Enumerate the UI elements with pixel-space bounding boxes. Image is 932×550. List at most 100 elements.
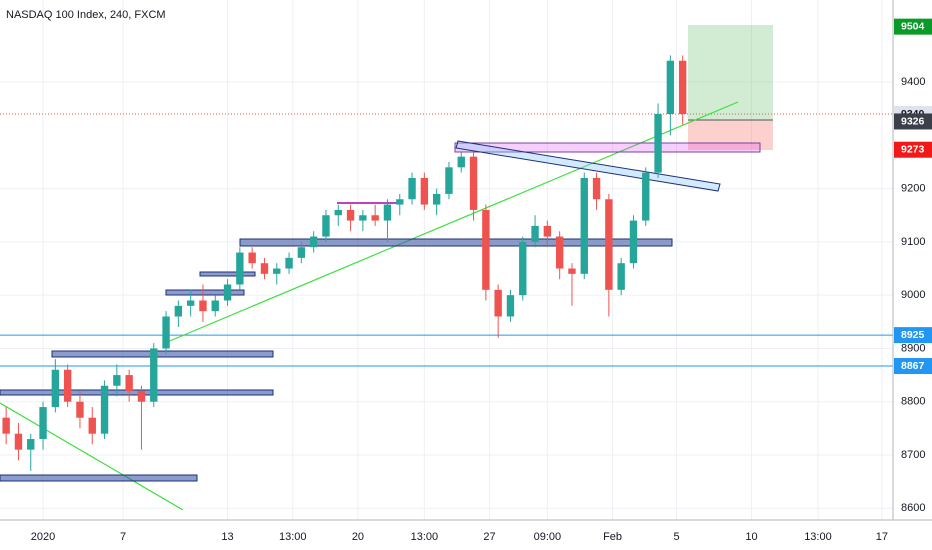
chart-title: NASDAQ 100 Index, 240, FXCM	[6, 9, 166, 21]
y-tick-label: 8800	[901, 396, 925, 408]
candle-body	[617, 263, 625, 290]
candle-body	[260, 263, 269, 274]
candle-body	[605, 199, 613, 290]
candle-body	[285, 257, 293, 269]
price-tag	[894, 327, 932, 344]
zone	[337, 202, 398, 204]
x-tick-label: 10	[745, 531, 757, 543]
candle-body	[88, 417, 96, 434]
x-tick-label: 17	[876, 531, 888, 543]
trend-line	[0, 402, 184, 511]
candle-body	[469, 156, 478, 210]
stop-zone	[688, 120, 773, 150]
x-tick-label: 13	[221, 531, 233, 543]
candle-body	[383, 204, 392, 221]
candle-body	[51, 369, 60, 408]
zone	[454, 142, 761, 153]
price-tag	[894, 141, 932, 158]
candle-body	[211, 300, 219, 312]
candle-body	[125, 375, 133, 392]
x-tick-label: 5	[673, 531, 679, 543]
candle-body	[629, 220, 638, 264]
candle-body	[150, 348, 158, 402]
candle-body	[592, 177, 601, 200]
candle-body	[14, 433, 23, 450]
candle-body	[39, 407, 47, 440]
x-tick-label: 27	[483, 531, 495, 543]
zone	[165, 289, 245, 296]
candles	[2, 55, 687, 471]
x-tick-label: 7	[120, 531, 126, 543]
y-tick-label: 8600	[901, 502, 925, 514]
candle-body	[555, 236, 564, 269]
candle-body	[236, 252, 244, 285]
candle-body	[494, 289, 502, 317]
candle-body	[113, 375, 121, 386]
y-tick-label: 8700	[901, 449, 925, 461]
channel	[455, 140, 721, 192]
candle-body	[359, 215, 367, 221]
candle-body	[100, 385, 109, 434]
x-tick-label: Feb	[603, 531, 622, 543]
price-tag-label: 9273	[901, 143, 925, 155]
candle-body	[186, 300, 195, 306]
candle-body	[174, 305, 183, 317]
candle-body	[666, 60, 675, 115]
x-tick-label: 2020	[31, 531, 55, 543]
y-tick-label: 9400	[901, 76, 925, 88]
x-tick-label: 13:00	[411, 531, 439, 543]
candle-body	[297, 247, 306, 258]
candle-body	[199, 300, 207, 312]
candle-body	[568, 268, 576, 274]
y-tick-label: 9000	[901, 289, 925, 301]
x-tick-label: 13:00	[804, 531, 832, 543]
candle-body	[432, 193, 441, 205]
candle-body	[371, 215, 379, 221]
candle-body	[63, 369, 72, 402]
candle-body	[273, 268, 281, 274]
candle-body	[162, 316, 170, 349]
candle-body	[322, 215, 330, 237]
zone	[239, 238, 673, 247]
candle-body	[137, 391, 146, 402]
candle-body	[334, 209, 342, 216]
y-tick-label: 9100	[901, 236, 925, 248]
drawings	[0, 25, 773, 511]
candle-body	[654, 114, 662, 173]
price-tag-label: 8867	[901, 360, 925, 372]
price-tag-label: 9504	[901, 20, 925, 32]
zone	[0, 474, 198, 482]
candle-body	[223, 284, 232, 301]
candle-body	[420, 177, 429, 205]
price-tag	[894, 358, 932, 375]
trend-line	[164, 101, 739, 344]
candle-body	[445, 167, 453, 194]
candle-body	[396, 199, 404, 205]
candle-body	[580, 177, 588, 274]
x-tick-label: 13:00	[279, 531, 307, 543]
x-tick-label: 09:00	[534, 531, 562, 543]
candle-body	[531, 225, 539, 242]
price-tag	[894, 113, 932, 130]
x-tick-label: 20	[352, 531, 364, 543]
zone	[51, 350, 274, 358]
candle-body	[457, 156, 465, 168]
price-tag	[894, 18, 932, 35]
candle-body	[76, 401, 84, 418]
grid	[0, 0, 893, 520]
candle-body	[519, 241, 527, 296]
candle-body	[248, 252, 256, 264]
y-tick-label: 8900	[901, 342, 925, 354]
y-tick-label: 9200	[901, 183, 925, 195]
target-zone	[688, 25, 773, 120]
price-tag-label: 8925	[901, 329, 925, 341]
candle-body	[309, 236, 318, 248]
candle-body	[642, 172, 650, 221]
candle-body	[27, 439, 35, 450]
candle-body	[408, 177, 416, 200]
candle-body	[678, 60, 687, 115]
candle-body	[543, 225, 552, 237]
candle-body	[2, 417, 10, 434]
